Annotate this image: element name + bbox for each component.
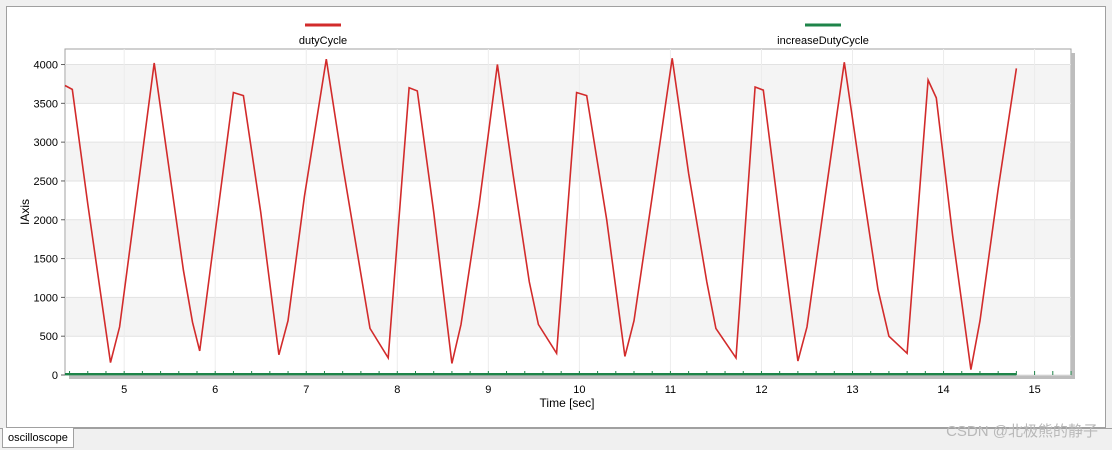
x-tick-label: 12 xyxy=(755,384,767,396)
x-tick-label: 5 xyxy=(121,384,127,396)
y-tick-label: 3500 xyxy=(34,98,58,110)
series-line-dutyCycle[interactable] xyxy=(64,58,1018,370)
y-axis-title: IAxis xyxy=(18,199,32,225)
x-tick-label: 10 xyxy=(573,384,585,396)
x-tick-label: 14 xyxy=(937,384,949,396)
x-tick-label: 13 xyxy=(846,384,858,396)
y-tick-label: 0 xyxy=(52,370,58,382)
y-tick-label: 4000 xyxy=(34,60,58,72)
tab-bar: oscilloscope xyxy=(0,428,1112,450)
x-tick-label: 9 xyxy=(485,384,491,396)
legend: dutyCycle increaseDutyCycle xyxy=(299,23,869,47)
x-tick-label: 8 xyxy=(394,384,400,396)
line-chart[interactable]: dutyCycle increaseDutyCycle 0 500 1000 1500 2… xyxy=(7,7,1107,429)
x-tick-label: 6 xyxy=(212,384,218,396)
grid-band xyxy=(66,297,1070,337)
x-tick-label: 15 xyxy=(1028,384,1040,396)
legend-label-increaseDutyCycle: increaseDutyCycle xyxy=(777,35,869,47)
y-tick-label: 2000 xyxy=(34,215,58,227)
grid-band xyxy=(66,64,1070,104)
y-tick-label: 1500 xyxy=(34,254,58,266)
x-tick-label: 7 xyxy=(303,384,309,396)
grid-band xyxy=(66,142,1070,181)
plot-shadow-bottom xyxy=(69,375,1075,379)
x-axis-title: Time [sec] xyxy=(540,396,595,410)
x-tick-label: 11 xyxy=(665,384,676,396)
tab-oscilloscope[interactable]: oscilloscope xyxy=(2,428,74,448)
grid-band xyxy=(66,219,1070,259)
y-tick-label: 500 xyxy=(40,331,58,343)
y-tick-label: 3000 xyxy=(34,137,58,149)
plot-shadow-right xyxy=(1071,53,1075,379)
legend-label-dutyCycle: dutyCycle xyxy=(299,35,347,47)
watermark-text: CSDN @北极熊的静子 xyxy=(946,423,1098,440)
oscilloscope-panel: dutyCycle increaseDutyCycle 0 500 1000 1500 2… xyxy=(6,6,1106,428)
y-tick-label: 2500 xyxy=(34,176,58,188)
y-tick-label: 1000 xyxy=(34,292,58,304)
